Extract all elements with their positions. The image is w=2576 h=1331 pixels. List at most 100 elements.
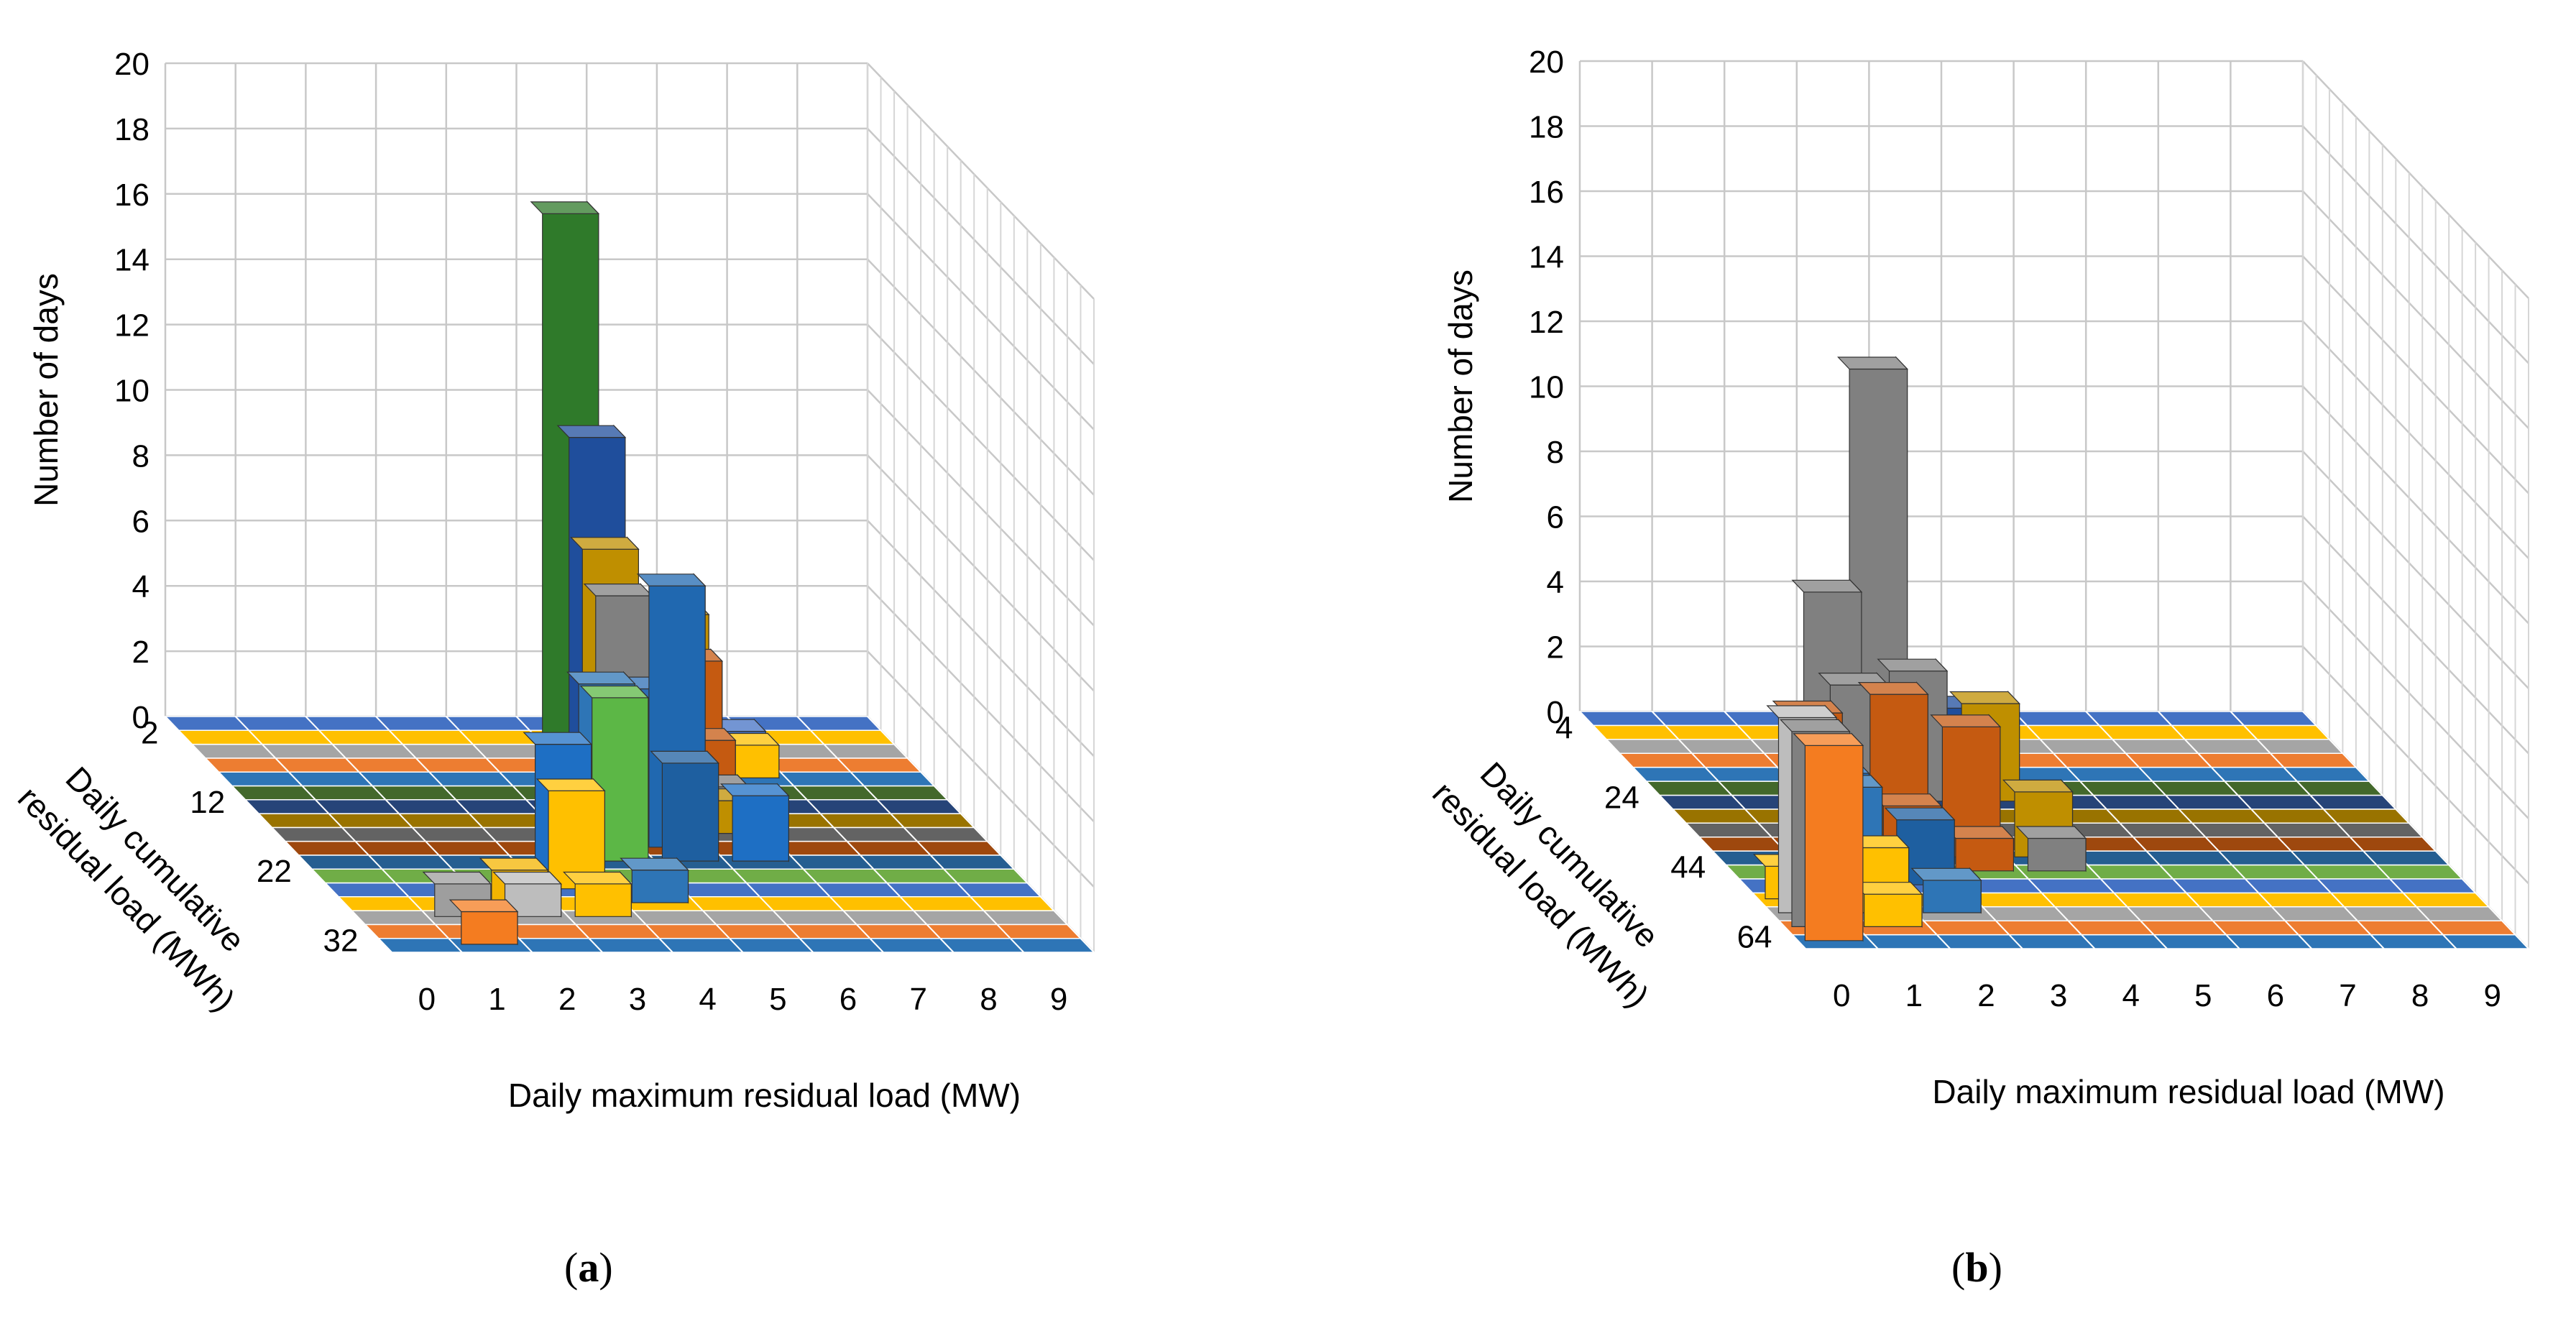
panel-b-bar-top [1779,719,1851,732]
panel-a-x-axis: 0 1 2 3 4 5 6 7 8 9 Daily maximum residual load (M… [418,982,1068,1114]
panel-a-x-axis-title: Daily maximum residual load (MW) [508,1077,1021,1114]
panel-b-floor-divider [1579,711,1806,949]
panel-b-x-tick-label: 4 [2122,978,2139,1013]
panel-b-y-tick-label: 12 [1529,305,1564,340]
panel-b-bar-top [1793,733,1864,746]
panel-a-bar-top [636,574,707,586]
panel-a-bar [448,898,519,946]
panel-b-bar-top [1884,807,1956,821]
panel-a-z-tick-label: 2 [141,715,158,750]
panel-b-x-tick-label: 1 [1905,978,1923,1013]
panel-a-y-tick-label: 4 [132,569,150,604]
panel-b-side-gridline [2302,255,2529,494]
panel-b-bar-front [2027,837,2087,872]
panel-a-side-gridline [867,454,1095,692]
panel-a-bar [562,871,632,918]
panel-a-floor-divider [375,716,603,953]
panel-b-bar-top [1791,579,1863,593]
panel-a-bar-top [556,425,627,438]
panel-b-y-tick-label: 8 [1547,435,1564,470]
panel-b-z-tick-label: 64 [1737,920,1772,955]
panel-b-z-tick-label: 24 [1604,780,1639,815]
panel-a-bar-top [650,750,720,764]
panel-a-bar-top [535,778,606,792]
panel-a-bar [579,685,650,862]
panel-a-bar [650,750,720,862]
panel-a-y-tick-label: 18 [114,112,150,147]
panel-b-floor-divider [2230,711,2457,949]
panel-b-x-tick-label: 5 [2194,978,2212,1013]
panel-b-side-gridline [2302,515,2529,755]
panel-b-x-tick-label: 7 [2339,978,2356,1013]
panel-b-y-tick-label: 16 [1529,175,1564,210]
panel-b-bar-top [1910,867,1982,881]
panel-a-bar-top [719,783,790,796]
panel-a-x-tick-label: 0 [418,982,436,1017]
caption-b-close: ) [1988,1244,2002,1291]
panel-a-y-axis-title: Number of days [27,273,65,507]
panel-a-x-tick-label: 3 [629,982,646,1017]
panel-a-x-tick-label: 6 [840,982,857,1017]
panel-a-side-gridline [867,520,1095,757]
panel-a-y-tick-label: 10 [114,374,150,409]
panel-a-y-tick-label: 0 [132,700,150,735]
panel-b-x-axis-title: Daily maximum residual load (MW) [1932,1073,2444,1110]
panel-b-y-tick-label: 18 [1529,110,1564,145]
panel-a-bar-top [562,871,632,885]
panel-b-bar-top [1857,681,1929,695]
panel-b-floor-divider [2085,711,2312,949]
panel-b-side-gridline [2302,321,2529,559]
panel-a-bar-front [661,763,719,862]
panel-a-side-gridline [867,323,1095,561]
panel-b-bar-front [1923,880,1982,913]
caption-b-letter: b [1965,1244,1989,1291]
panel-a-side-gridline [867,650,1095,888]
panel-b-bar-top [2015,826,2087,839]
panel-b-bar-top [2002,779,2074,793]
panel-a-z-tick-label: 32 [323,924,359,959]
panel-b-side-gridline [2302,385,2529,625]
panel-a-x-tick-label: 5 [769,982,786,1017]
panel-b-x-tick-label: 3 [2050,978,2067,1013]
panel-b-bar [1910,867,1982,914]
panel-b-floor-divider [2302,711,2529,949]
panel-a-bar-top [479,857,549,871]
panel-a-z-tick-label: 12 [190,785,225,820]
panel-a-y-axis: 0 2 4 6 8 10 12 14 16 18 20 Number of days [27,47,150,735]
panel-a-side-gridline [867,193,1095,430]
panel-a-bar-front [631,869,689,903]
panel-a-x-tick-label: 9 [1050,982,1067,1017]
panel-a-x-tick-label: 1 [488,982,505,1017]
panel-a-bar-top [579,685,650,699]
panel-a-bar-front [732,795,789,862]
panel-a-bar-top [583,583,653,597]
panel-b-x-tick-label: 0 [1833,978,1850,1013]
panel-b-x-tick-label: 6 [2267,978,2284,1013]
panel-a-side-gridline [867,389,1095,627]
panel-a-floor-divider [165,716,392,953]
panel-b-bar-top [1837,356,1908,370]
panel-a-x-tick-label: 8 [980,982,997,1017]
panel-a-bar-top [492,871,563,885]
panel-a-bar [719,783,790,862]
panel-a-floor-divider [234,716,463,953]
panel-b-bar [2015,825,2087,872]
caption-a-close: ) [599,1244,613,1291]
panel-a-x-tick-label: 7 [910,982,927,1017]
panel-a-floor-divider [867,716,1095,953]
panel-a-bar-top [523,732,593,745]
panel-b-floor-divider [2158,711,2385,949]
panel-a-side-gridline [867,63,1095,300]
panel-b-bar-top [1949,691,2020,704]
panel-b-bar-front [1955,837,2014,872]
panel-b-bar-top [1930,714,2002,728]
panel-b-bar-top [1766,705,1838,719]
panel-a-y-tick-label: 6 [132,504,150,539]
panel-b-y-tick-label: 20 [1529,45,1564,80]
panel-b-z-tick-label: 44 [1670,850,1706,885]
panel-b-y-tick-label: 6 [1547,500,1564,535]
panel-a-bar-top [448,899,519,913]
panel-a-bars [422,201,790,946]
panel-a-side-gridline [867,258,1095,496]
